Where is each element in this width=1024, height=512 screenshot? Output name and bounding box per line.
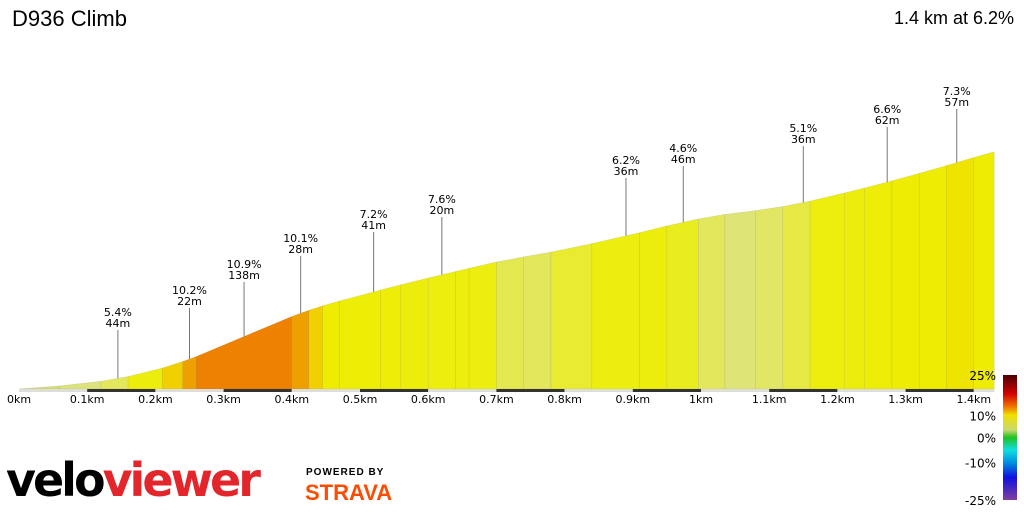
annotation-grade: 6.2% xyxy=(612,154,640,167)
profile-segment xyxy=(891,173,920,390)
profile-segment xyxy=(698,214,726,390)
powered-by-text: POWERED BY xyxy=(306,467,385,478)
x-tick-label: 0.9km xyxy=(616,393,651,406)
legend-label: -10% xyxy=(965,457,996,471)
profile-segment xyxy=(427,271,456,390)
annotation-grade: 10.2% xyxy=(172,284,207,297)
logo-viewer: viewer xyxy=(102,453,261,507)
profile-segment xyxy=(496,256,524,390)
x-tick-label: 0.3km xyxy=(206,393,241,406)
profile-segment xyxy=(550,243,593,390)
x-tick-label: 0.8km xyxy=(547,393,582,406)
climb-summary: 1.4 km at 6.2% xyxy=(893,8,1014,28)
profile-segment xyxy=(182,356,197,390)
profile-segment xyxy=(809,192,845,390)
annotation-grade: 4.6% xyxy=(669,142,697,155)
logo-velo: velo xyxy=(6,453,106,507)
profile-segment xyxy=(843,187,865,390)
profile-segment xyxy=(100,376,129,390)
strava-logo: STRAVA xyxy=(305,480,393,505)
x-tick-label: 1.2km xyxy=(820,393,855,406)
profile-segment xyxy=(864,180,893,390)
distance-bar-segment xyxy=(87,389,156,392)
profile-segment xyxy=(666,218,699,390)
profile-segment xyxy=(308,305,323,390)
annotation-length: 22m xyxy=(177,295,202,308)
distance-bar-segment xyxy=(564,389,633,392)
veloviewer-logo: veloviewer xyxy=(6,452,261,508)
legend-label: 0% xyxy=(977,432,996,446)
profile-segment xyxy=(468,261,497,390)
x-tick-label: 1km xyxy=(689,393,713,406)
x-tick-label: 0.2km xyxy=(138,393,173,406)
annotation-grade: 7.3% xyxy=(943,85,971,98)
annotation-length: 36m xyxy=(791,133,816,146)
annotation-length: 44m xyxy=(106,317,131,330)
annotation-length: 28m xyxy=(288,243,313,256)
profile-segment xyxy=(291,309,310,390)
distance-bar-segment xyxy=(291,389,360,392)
profile-segment xyxy=(639,225,668,390)
annotation-length: 20m xyxy=(429,204,454,217)
legend-label: 10% xyxy=(969,410,996,424)
profile-segment xyxy=(400,277,429,390)
distance-bar-segment xyxy=(905,389,974,392)
x-tick-label: 0.4km xyxy=(275,393,310,406)
profile-segment xyxy=(591,232,640,390)
distance-bar-segment xyxy=(428,389,497,392)
profile-segment xyxy=(161,361,183,390)
profile-segment xyxy=(339,289,381,390)
x-tick-label: 0.1km xyxy=(70,393,105,406)
distance-bar-segment xyxy=(837,389,906,392)
annotation-length: 62m xyxy=(875,114,900,127)
x-tick-label: 0.5km xyxy=(343,393,378,406)
distance-bar-segment xyxy=(155,389,224,392)
x-tick-label: 0.7km xyxy=(479,393,514,406)
x-tick-label: 0.6km xyxy=(411,393,446,406)
annotation-grade: 5.4% xyxy=(104,306,132,319)
page-title: D936 Climb xyxy=(12,6,127,31)
annotation-grade: 10.9% xyxy=(227,258,262,271)
distance-bar-segment xyxy=(973,389,995,392)
profile-segment xyxy=(523,251,552,390)
profile-segment xyxy=(59,380,102,390)
distance-bar-segment xyxy=(223,389,292,392)
profile-segment xyxy=(18,385,61,390)
x-tick-label: 1.3km xyxy=(888,393,923,406)
legend-label: 25% xyxy=(969,369,996,383)
annotation-grade: 5.1% xyxy=(789,122,817,135)
x-tick-label: 0km xyxy=(7,393,31,406)
annotation-length: 36m xyxy=(614,165,639,178)
annotation-length: 46m xyxy=(671,153,696,166)
annotation-grade: 10.1% xyxy=(283,232,318,245)
distance-bar-segment xyxy=(632,389,701,392)
profile-segment xyxy=(755,206,784,390)
distance-bar-segment xyxy=(19,389,88,392)
distance-bar-segment xyxy=(360,389,429,392)
profile-segment xyxy=(918,165,947,390)
profile-segment xyxy=(380,284,402,390)
profile-segment xyxy=(127,367,163,390)
distance-bar-segment xyxy=(496,389,565,392)
profile-segment xyxy=(724,210,756,390)
profile-segment xyxy=(973,151,995,390)
distance-bar-segment xyxy=(701,389,770,392)
annotation-length: 138m xyxy=(228,269,260,282)
annotation-length: 41m xyxy=(361,219,386,232)
legend-colorbar xyxy=(1003,375,1017,500)
x-tick-label: 1.1km xyxy=(752,393,787,406)
annotation-grade: 6.6% xyxy=(873,103,901,116)
annotation-length: 57m xyxy=(944,96,969,109)
profile-segment xyxy=(455,267,470,390)
profile-segment xyxy=(946,157,975,390)
annotation-grade: 7.2% xyxy=(360,208,388,221)
profile-segment xyxy=(322,300,340,390)
x-tick-label: 1.4km xyxy=(957,393,992,406)
legend-label: -25% xyxy=(965,494,996,508)
profile-segment xyxy=(782,200,811,390)
distance-bar-segment xyxy=(769,389,838,392)
annotation-grade: 7.6% xyxy=(428,193,456,206)
